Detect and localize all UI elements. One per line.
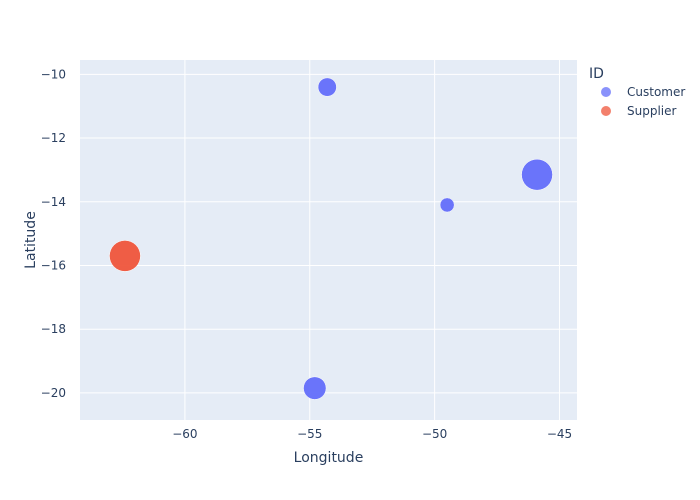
gridlines [80, 60, 577, 420]
x-tick-label: −45 [547, 427, 572, 441]
y-tick-label: −12 [41, 131, 66, 145]
x-tick-label: −50 [422, 427, 447, 441]
marker-customer[interactable] [317, 77, 337, 97]
legend[interactable]: ID Customer Supplier [589, 66, 685, 118]
legend-marker-supplier[interactable] [601, 106, 611, 116]
marker-supplier[interactable] [109, 240, 141, 272]
x-axis-title: Longitude [294, 450, 364, 466]
legend-marker-customer[interactable] [601, 87, 611, 97]
x-tick-label: −60 [172, 427, 197, 441]
x-tick-label: −55 [297, 427, 322, 441]
plot-background [80, 60, 577, 420]
marker-customer[interactable] [521, 158, 553, 191]
marker-customer[interactable] [303, 376, 327, 400]
y-tick-label: −14 [41, 195, 66, 209]
y-axis-title: Latitude [23, 211, 39, 269]
marker-customer[interactable] [439, 197, 455, 213]
y-axis-ticks: −10 −12 −14 −16 −18 −20 [41, 67, 66, 400]
y-tick-label: −18 [41, 322, 66, 336]
y-tick-label: −16 [41, 258, 66, 272]
y-tick-label: −10 [41, 67, 66, 81]
x-axis-ticks: −60 −55 −50 −45 [172, 427, 572, 441]
legend-label-customer[interactable]: Customer [627, 85, 685, 99]
legend-label-supplier[interactable]: Supplier [627, 104, 677, 118]
legend-title: ID [589, 66, 604, 82]
y-tick-label: −20 [41, 386, 66, 400]
data-markers [109, 77, 553, 400]
